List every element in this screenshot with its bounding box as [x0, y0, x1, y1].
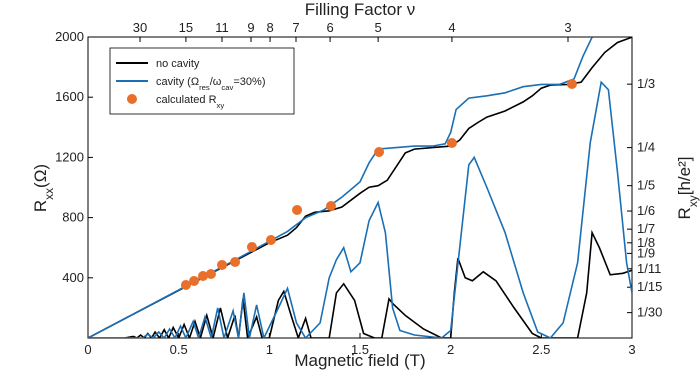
data-point: [246, 241, 257, 252]
data-point: [230, 256, 241, 267]
data-point: [566, 78, 577, 89]
text-part: /ω: [210, 76, 222, 88]
subscript: xy: [686, 195, 700, 207]
top-tick-label: 5: [375, 20, 382, 35]
top-tick-label: 6: [326, 20, 333, 35]
data-point: [205, 269, 216, 280]
y-tick-label: 400: [62, 270, 84, 285]
text-part: no cavity: [156, 58, 200, 70]
subscript: res: [199, 83, 210, 92]
text-part: calculated R: [156, 94, 217, 106]
top-tick-label: 15: [179, 20, 193, 35]
text-part: R: [675, 207, 694, 219]
y-axis-label: Rxx(Ω): [31, 164, 56, 212]
y2-tick-label: 1/11: [637, 261, 661, 276]
data-point: [189, 275, 200, 286]
top-tick-label: 11: [215, 20, 229, 35]
y2-tick-label: 1/3: [637, 76, 655, 91]
subscript: xx: [42, 188, 56, 200]
y2-axis-label: Rxy[h/e²]: [675, 157, 700, 220]
top-tick-label: 8: [266, 20, 273, 35]
data-point: [325, 201, 336, 212]
legend-label: no cavity: [156, 58, 200, 70]
x-tick-label: 2: [447, 342, 454, 357]
top-tick-label: 3: [564, 20, 571, 35]
y2-tick-label: 1/9: [637, 245, 655, 260]
y2-tick-label: 1/6: [637, 203, 655, 218]
data-line: [88, 37, 593, 338]
top-tick-label: 7: [292, 20, 299, 35]
data-point: [180, 279, 191, 290]
text-part: (Ω): [31, 164, 50, 188]
subscript: xy: [217, 101, 225, 110]
y2-tick-label: 1/7: [637, 221, 655, 236]
data-point: [292, 204, 303, 215]
legend-box: [109, 47, 295, 115]
top-axis-label: Filling Factor ν: [305, 0, 416, 19]
legend-label: calculated Rxy: [156, 94, 224, 110]
top-tick-label: 30: [133, 20, 147, 35]
data-point: [265, 234, 276, 245]
text-part: cavity (Ω: [156, 76, 199, 88]
y-tick-label: 1600: [55, 89, 84, 104]
y-tick-label: 2000: [55, 29, 84, 44]
x-tick-label: 2.5: [532, 342, 550, 357]
data-point: [446, 138, 457, 149]
text-part: [h/e²]: [675, 157, 694, 196]
x-tick-label: 0: [84, 342, 91, 357]
x-axis-label: Magnetic field (T): [294, 351, 425, 370]
data-point: [374, 147, 385, 158]
x-tick-label: 0.5: [170, 342, 188, 357]
x-tick-label: 1.5: [351, 342, 369, 357]
y2-tick-label: 1/5: [637, 178, 655, 193]
legend-marker: [127, 94, 137, 104]
y2-tick-label: 1/15: [637, 279, 662, 294]
y2-tick-label: 1/8: [637, 235, 655, 250]
legend-label: cavity (Ωres/ωcav=30%): [156, 76, 265, 92]
data-line: [88, 229, 632, 338]
subscript: cav: [221, 83, 233, 92]
y-tick-label: 800: [62, 210, 84, 225]
y2-tick-label: 1/30: [637, 305, 662, 320]
x-tick-label: 1: [266, 342, 273, 357]
y-tick-label: 1200: [55, 149, 84, 164]
y2-tick-label: 1/4: [637, 140, 655, 155]
text-part: R: [31, 200, 50, 212]
top-tick-label: 4: [448, 20, 455, 35]
x-tick-label: 3: [628, 342, 635, 357]
top-tick-label: 9: [247, 20, 254, 35]
data-point: [197, 271, 208, 282]
text-part: =30%): [233, 76, 265, 88]
data-line: [88, 80, 632, 338]
data-point: [217, 259, 228, 270]
